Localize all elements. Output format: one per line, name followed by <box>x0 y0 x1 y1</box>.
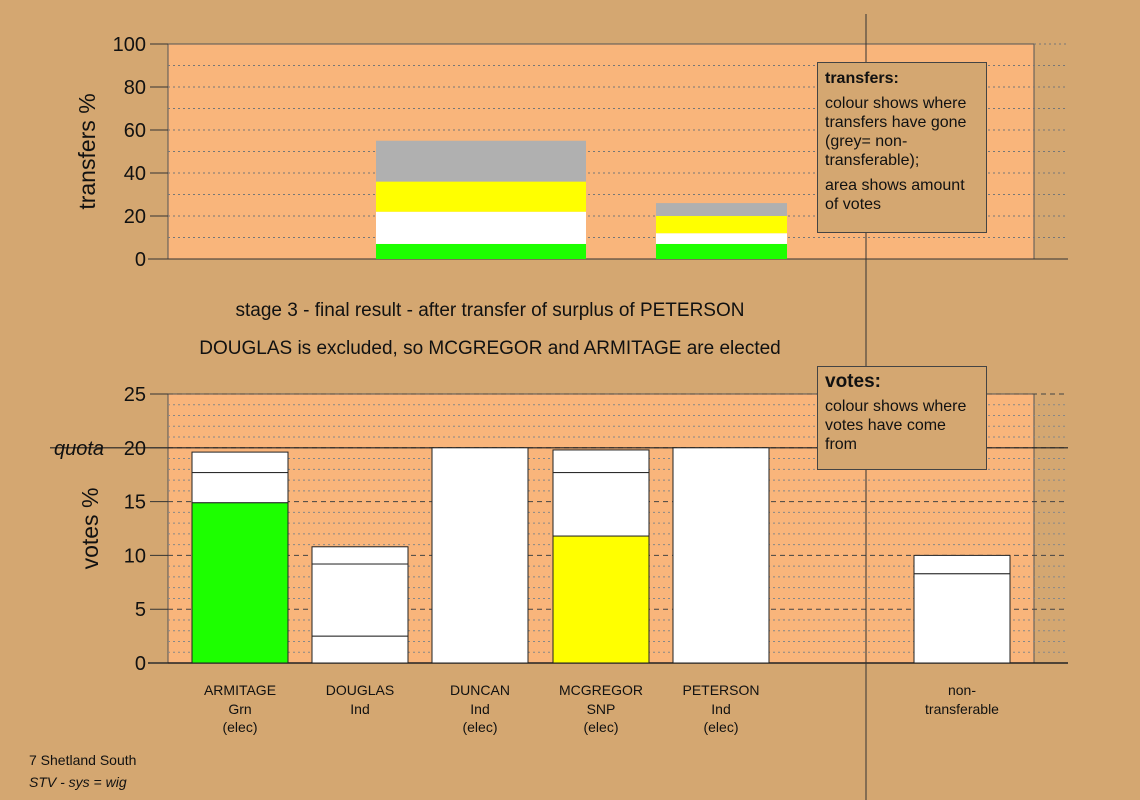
votes-tick-label: 0 <box>135 653 146 675</box>
votes-bar-segment <box>311 563 409 637</box>
transfers-bar-segment <box>656 203 787 216</box>
candidate-name-label: ARMITAGE <box>204 682 276 698</box>
votes-bar-segment <box>672 447 770 664</box>
votes-bar-segment <box>311 635 409 664</box>
votes-tick-label: 25 <box>124 384 146 406</box>
footer-system: STV - sys = wig <box>29 774 127 790</box>
transfers-axis-label: transfers % <box>74 93 100 209</box>
candidate-party-label: transferable <box>925 701 999 717</box>
legend-transfers: transfers: colour shows where transfers … <box>817 62 987 233</box>
legend-votes-colour-text: colour shows where votes have come from <box>825 398 967 453</box>
transfers-bar-segment <box>656 233 787 244</box>
votes-bar-segment <box>191 472 289 504</box>
stage-result: DOUGLAS is excluded, so MCGREGOR and ARM… <box>199 338 781 359</box>
transfers-tick-label: 40 <box>124 163 146 185</box>
transfers-bar-segment <box>656 243 787 259</box>
legend-transfers-title: transfers: <box>825 70 899 87</box>
candidate-party-label: Ind <box>711 701 730 717</box>
candidate-name-label: PETERSON <box>682 682 759 698</box>
transfers-bar-segment <box>376 243 586 259</box>
legend-transfers-area-text: area shows amount of votes <box>825 177 965 213</box>
candidate-status-label: (elec) <box>703 719 738 735</box>
stage-title: stage 3 - final result - after transfer … <box>235 300 745 321</box>
votes-bar-segment <box>311 546 409 565</box>
transfers-tick-label: 80 <box>124 77 146 99</box>
candidate-party-label: Grn <box>228 701 251 717</box>
candidate-status-label: (elec) <box>462 719 497 735</box>
candidate-party-label: Ind <box>470 701 489 717</box>
candidate-party-label: SNP <box>587 701 616 717</box>
candidate-status-label: (elec) <box>222 719 257 735</box>
votes-tick-label: 10 <box>124 545 146 567</box>
transfers-tick-label: 60 <box>124 120 146 142</box>
candidate-status-label: (elec) <box>583 719 618 735</box>
votes-bar-segment <box>431 447 529 664</box>
votes-bar-segment <box>913 573 1011 664</box>
candidate-party-label: Ind <box>350 701 369 717</box>
candidate-name-label: MCGREGOR <box>559 682 643 698</box>
votes-tick-label: 15 <box>124 492 146 514</box>
transfers-tick-label: 0 <box>135 249 146 271</box>
footer-area-name: 7 Shetland South <box>29 752 137 768</box>
votes-bar-segment <box>191 502 289 664</box>
votes-tick-label: 20 <box>124 438 146 460</box>
transfers-tick-label: 100 <box>113 34 146 56</box>
votes-bar-segment <box>913 554 1011 575</box>
votes-bar-segment <box>191 451 289 474</box>
transfers-bar-segment <box>656 216 787 234</box>
votes-bar-segment <box>552 535 650 664</box>
votes-axis-label: votes % <box>77 488 103 570</box>
transfers-tick-label: 20 <box>124 206 146 228</box>
legend-votes-title: votes: <box>825 371 881 392</box>
legend-transfers-colour-text: colour shows where transfers have gone (… <box>825 95 967 169</box>
transfers-bar-segment <box>376 211 586 244</box>
votes-bar-segment <box>552 472 650 537</box>
candidate-name-label: DOUGLAS <box>326 682 394 698</box>
quota-label: quota <box>54 438 104 460</box>
legend-votes: votes: colour shows where votes have com… <box>817 366 987 470</box>
transfers-bar-segment <box>376 140 586 182</box>
votes-tick-label: 5 <box>135 599 146 621</box>
candidate-name-label: non- <box>948 682 976 698</box>
candidate-name-label: DUNCAN <box>450 682 510 698</box>
transfers-bar-segment <box>376 181 586 212</box>
votes-bar-segment <box>552 449 650 474</box>
